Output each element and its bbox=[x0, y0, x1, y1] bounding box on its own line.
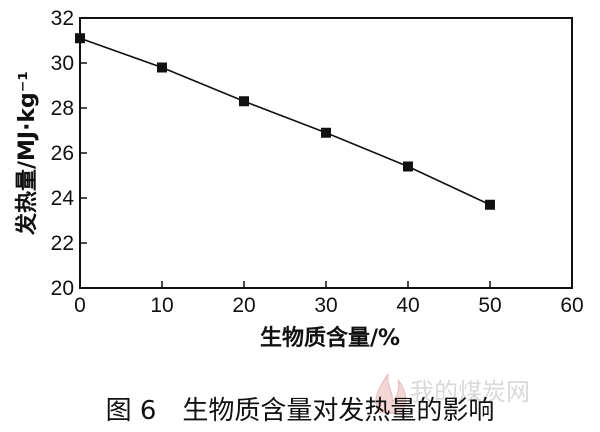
plot-frame bbox=[79, 17, 573, 289]
data-point bbox=[239, 96, 249, 107]
x-axis-title: 生物质含量/% bbox=[260, 325, 400, 351]
x-tick-label: 50 bbox=[478, 294, 501, 317]
data-point bbox=[157, 62, 167, 73]
axis-ticks bbox=[79, 17, 573, 289]
y-tick-label: 28 bbox=[51, 97, 74, 120]
axis-tick-labels: 0 10 20 30 40 50 60 20 22 24 26 28 30 32 bbox=[51, 7, 584, 317]
y-tick-label: 22 bbox=[51, 232, 74, 255]
y-tick-label: 30 bbox=[51, 52, 74, 75]
x-tick-label: 20 bbox=[232, 294, 255, 317]
watermark-text: 我的煤炭网 bbox=[410, 378, 530, 406]
y-tick-label: 26 bbox=[51, 142, 74, 165]
x-tick-label: 40 bbox=[396, 294, 419, 317]
data-point bbox=[75, 33, 85, 44]
x-tick-label: 0 bbox=[74, 294, 86, 317]
x-tick-label: 30 bbox=[314, 294, 337, 317]
figure-caption: 图 6 生物质含量对发热量的影响 bbox=[106, 396, 495, 426]
watermark-logo: 我的煤炭网 bbox=[375, 373, 530, 415]
y-tick-label: 32 bbox=[51, 7, 74, 30]
x-tick-label: 60 bbox=[560, 294, 583, 317]
y-axis-title: 发热量/MJ·kg⁻¹ bbox=[14, 71, 40, 236]
data-point bbox=[321, 127, 331, 138]
y-tick-label: 20 bbox=[51, 277, 74, 300]
data-point bbox=[403, 161, 413, 172]
series-line bbox=[79, 37, 491, 206]
data-point bbox=[485, 199, 495, 210]
data-series bbox=[75, 33, 495, 210]
x-tick-label: 10 bbox=[150, 294, 173, 317]
y-tick-label: 24 bbox=[51, 187, 75, 210]
